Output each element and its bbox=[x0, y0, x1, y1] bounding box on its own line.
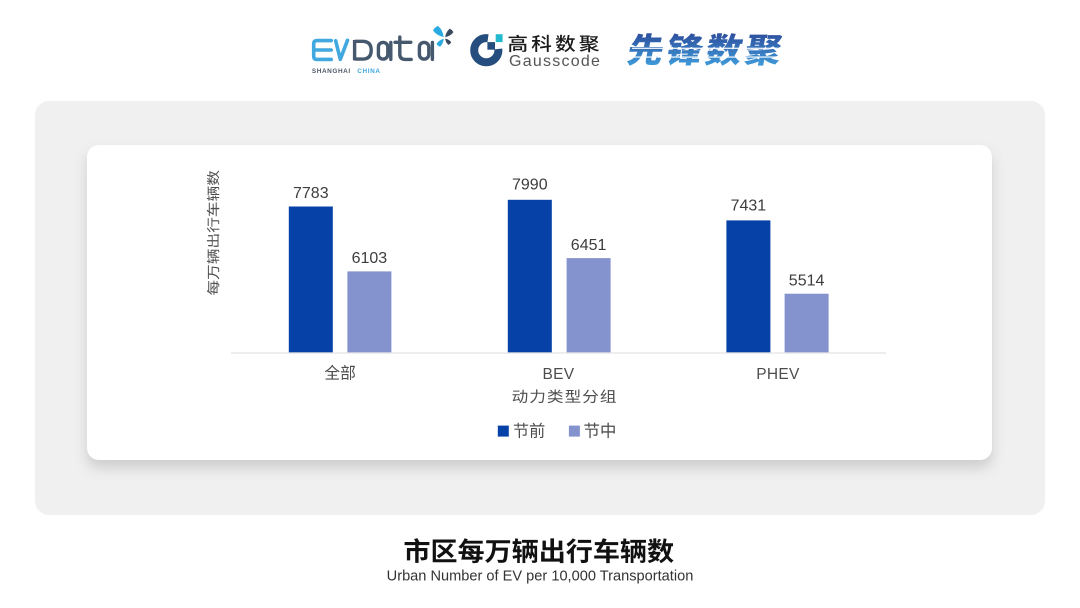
svg-text:7990: 7990 bbox=[512, 176, 548, 193]
svg-text:SHANGHAI: SHANGHAI bbox=[312, 68, 351, 75]
svg-text:7783: 7783 bbox=[293, 185, 329, 202]
svg-text:6451: 6451 bbox=[571, 237, 607, 254]
svg-text:BEV: BEV bbox=[542, 366, 574, 383]
svg-text:Urban Number of EV per 10,000: Urban Number of EV per 10,000 Transporta… bbox=[387, 569, 694, 585]
svg-text:PHEV: PHEV bbox=[756, 366, 800, 383]
svg-text:7431: 7431 bbox=[731, 198, 767, 215]
svg-text:CHINA: CHINA bbox=[357, 68, 380, 75]
svg-text:5514: 5514 bbox=[789, 272, 825, 289]
svg-text:Gausscode: Gausscode bbox=[509, 53, 601, 70]
svg-text:6103: 6103 bbox=[352, 250, 388, 267]
